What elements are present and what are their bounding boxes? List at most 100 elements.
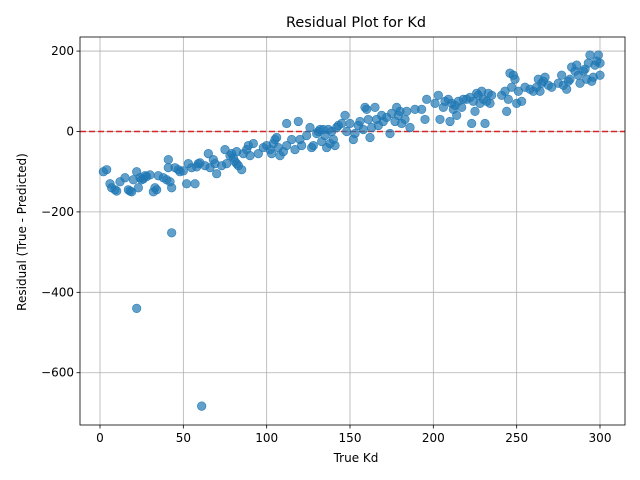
- data-point: [433, 90, 443, 100]
- data-point: [167, 228, 177, 238]
- data-point: [212, 169, 222, 179]
- x-axis-label: True Kd: [333, 451, 379, 465]
- data-point: [430, 98, 440, 108]
- data-point: [145, 170, 155, 180]
- data-point: [282, 140, 292, 151]
- y-tick-label: −400: [41, 285, 74, 299]
- data-point: [253, 149, 263, 159]
- data-point: [302, 130, 312, 141]
- y-tick-label: 0: [66, 124, 74, 138]
- data-point: [178, 166, 188, 176]
- data-point: [575, 78, 585, 88]
- data-point: [345, 118, 355, 129]
- data-point: [287, 134, 297, 145]
- data-point: [330, 140, 340, 151]
- data-point: [452, 110, 462, 121]
- data-point: [405, 122, 415, 133]
- data-point: [290, 144, 300, 155]
- data-point: [470, 106, 480, 116]
- data-point: [435, 114, 445, 125]
- data-point: [337, 118, 347, 129]
- data-point: [562, 84, 572, 94]
- data-point: [517, 96, 527, 106]
- data-point: [480, 118, 490, 129]
- data-point: [365, 132, 375, 143]
- data-point: [487, 90, 497, 100]
- x-tick-label: 200: [422, 431, 445, 445]
- data-point: [557, 70, 567, 80]
- x-tick-label: 50: [176, 431, 191, 445]
- data-point: [342, 126, 352, 137]
- data-point: [457, 102, 467, 112]
- data-point: [420, 114, 430, 125]
- data-points: [98, 50, 605, 411]
- data-point: [167, 183, 177, 193]
- grid-lines: [80, 37, 625, 425]
- data-point: [385, 128, 395, 139]
- data-point: [112, 186, 122, 196]
- x-tick-label: 300: [589, 431, 612, 445]
- x-tick-label: 150: [339, 431, 362, 445]
- data-point: [355, 116, 365, 127]
- data-point: [308, 140, 318, 151]
- data-point: [305, 122, 315, 133]
- data-point: [102, 165, 112, 175]
- data-point: [402, 106, 412, 116]
- data-point: [248, 138, 258, 149]
- data-point: [132, 303, 142, 313]
- data-point: [417, 104, 427, 114]
- chart-title: Residual Plot for Kd: [286, 15, 426, 31]
- data-point: [133, 183, 143, 193]
- data-point: [503, 94, 513, 104]
- data-point: [595, 58, 605, 68]
- data-point: [220, 144, 230, 155]
- data-point: [502, 106, 512, 116]
- data-point: [363, 114, 373, 125]
- y-tick-label: 200: [51, 44, 74, 58]
- y-axis-label: Residual (True - Predicted): [15, 153, 29, 311]
- y-tick-label: −200: [41, 205, 74, 219]
- data-point: [340, 110, 350, 121]
- data-point: [467, 118, 477, 129]
- data-point: [120, 173, 130, 183]
- data-point: [152, 185, 162, 195]
- data-point: [127, 187, 137, 197]
- data-point: [547, 82, 557, 92]
- data-point: [422, 94, 432, 104]
- data-point: [445, 116, 455, 127]
- data-point: [565, 74, 575, 84]
- data-point: [282, 118, 292, 129]
- data-point: [500, 86, 510, 96]
- plot-frame: [79, 36, 626, 426]
- data-point: [585, 50, 595, 60]
- data-point: [540, 72, 550, 82]
- data-point: [595, 70, 605, 80]
- data-point: [293, 116, 303, 127]
- x-tick-label: 0: [96, 431, 104, 445]
- data-point: [245, 151, 255, 161]
- data-point: [222, 159, 232, 169]
- data-point: [572, 60, 582, 70]
- x-tick-label: 100: [255, 431, 278, 445]
- data-point: [358, 124, 368, 135]
- data-point: [350, 128, 360, 139]
- data-point: [267, 149, 277, 159]
- data-point: [272, 132, 282, 143]
- data-point: [510, 74, 520, 84]
- x-axis-ticks: 0 50 100 150 200 250 300: [96, 425, 611, 445]
- data-point: [370, 102, 380, 112]
- data-point: [297, 140, 307, 151]
- data-point: [593, 50, 603, 60]
- x-tick-label: 250: [505, 431, 528, 445]
- y-tick-label: −600: [41, 366, 74, 380]
- data-point: [513, 86, 523, 96]
- data-point: [400, 114, 410, 125]
- data-point: [182, 179, 192, 189]
- data-point: [485, 98, 495, 108]
- data-point: [362, 104, 372, 114]
- data-point: [190, 179, 200, 189]
- data-point: [535, 86, 545, 96]
- data-point: [163, 155, 173, 165]
- y-axis-ticks: −600 −400 −200 0 200: [41, 44, 80, 380]
